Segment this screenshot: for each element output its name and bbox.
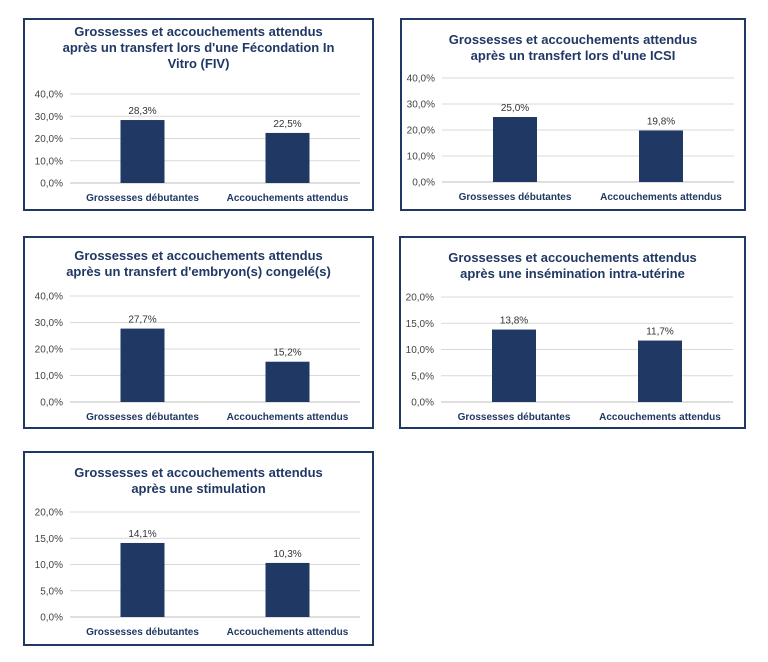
title-line: après un transfert lors d'une ICSI	[470, 48, 676, 63]
title-line: après un transfert d'embryon(s) congelé(…	[66, 264, 331, 279]
x-category-label: Accouchements attendus	[227, 193, 349, 204]
title-line: Grossesses et accouchements attendus	[448, 250, 697, 265]
y-tick-label: 10,0%	[35, 371, 63, 382]
y-tick-label: 30,0%	[407, 100, 435, 111]
data-label: 11,7%	[646, 327, 674, 338]
chart-title: Grossesses et accouchements attendus apr…	[401, 250, 744, 282]
x-category-label: Accouchements attendus	[599, 412, 721, 423]
chart-stimulation: Grossesses et accouchements attendus apr…	[23, 451, 374, 646]
title-line: après une insémination intra-utérine	[460, 266, 685, 281]
x-category-label: Grossesses débutantes	[86, 412, 199, 423]
y-tick-label: 20,0%	[407, 126, 435, 137]
title-line: Vitro (FIV)	[167, 56, 230, 71]
y-tick-label: 20,0%	[35, 134, 63, 145]
title-line: Grossesses et accouchements attendus	[74, 465, 323, 480]
bar	[493, 117, 537, 182]
chart-title: Grossesses et accouchements attendus apr…	[25, 465, 372, 497]
plot-area: 0,0% 5,0% 10,0% 15,0% 20,0% 13,8% Grossesses d…	[406, 293, 733, 423]
chart-title: Grossesses et accouchements attendus apr…	[25, 24, 372, 72]
title-line: Grossesses et accouchements attendus	[74, 248, 323, 263]
x-category-label: Grossesses débutantes	[86, 193, 199, 204]
y-tick-label: 40,0%	[35, 90, 63, 101]
plot-area: 0,0% 10,0% 20,0% 30,0% 40,0% 27,7% Grossesses …	[35, 292, 360, 423]
y-tick-label: 20,0%	[406, 293, 434, 304]
bar	[265, 562, 310, 617]
data-label: 28,3%	[128, 106, 156, 117]
y-tick-label: 40,0%	[407, 74, 435, 85]
chart-embryons-congeles: Grossesses et accouchements attendus apr…	[23, 236, 374, 429]
bar	[492, 329, 536, 402]
chart-fiv: Grossesses et accouchements attendus apr…	[23, 18, 374, 211]
x-category-label: Grossesses débutantes	[86, 627, 199, 638]
bar	[265, 361, 310, 402]
data-label: 25,0%	[501, 103, 529, 114]
x-category-label: Grossesses débutantes	[459, 192, 572, 203]
title-line: Grossesses et accouchements attendus	[448, 32, 698, 47]
plot-area: 0,0% 5,0% 10,0% 15,0% 20,0% 14,1% Grossesses d…	[35, 508, 360, 638]
y-tick-label: 20,0%	[35, 345, 63, 356]
y-tick-label: 5,0%	[40, 586, 63, 597]
bar	[639, 130, 683, 182]
bar	[120, 328, 165, 402]
y-tick-label: 10,0%	[35, 156, 63, 167]
data-label: 27,7%	[128, 315, 156, 326]
bar	[265, 132, 310, 183]
chart-icsi: Grossesses et accouchements attendus apr…	[400, 18, 746, 211]
x-category-label: Grossesses débutantes	[458, 412, 571, 423]
y-tick-label: 30,0%	[35, 318, 63, 329]
y-tick-label: 0,0%	[40, 398, 63, 409]
data-label: 15,2%	[273, 348, 301, 359]
y-tick-label: 40,0%	[35, 292, 63, 303]
data-label: 14,1%	[128, 529, 156, 540]
data-label: 22,5%	[273, 119, 301, 130]
plot-area: 0,0% 10,0% 20,0% 30,0% 40,0% 28,3% Grossesses …	[35, 90, 360, 204]
y-tick-label: 0,0%	[40, 613, 63, 624]
bar	[638, 340, 682, 402]
y-tick-label: 15,0%	[35, 534, 63, 545]
y-tick-label: 15,0%	[406, 319, 434, 330]
chart-title: Grossesses et accouchements attendus apr…	[25, 248, 372, 280]
title-line: Grossesses et accouchements attendus	[74, 24, 323, 39]
data-label: 19,8%	[647, 117, 675, 128]
x-category-label: Accouchements attendus	[600, 192, 722, 203]
title-line: après un transfert lors d'une Fécondatio…	[62, 40, 335, 55]
y-tick-label: 30,0%	[35, 112, 63, 123]
y-tick-label: 10,0%	[35, 560, 63, 571]
y-tick-label: 10,0%	[406, 345, 434, 356]
x-category-label: Accouchements attendus	[227, 627, 349, 638]
chart-insemination: Grossesses et accouchements attendus apr…	[399, 236, 746, 429]
chart-title: Grossesses et accouchements attendus apr…	[402, 32, 744, 64]
y-tick-label: 0,0%	[40, 179, 63, 190]
y-tick-label: 5,0%	[411, 371, 434, 382]
plot-area: 0,0% 10,0% 20,0% 30,0% 40,0% 25,0% Grossesses …	[407, 74, 734, 203]
x-category-label: Accouchements attendus	[227, 412, 349, 423]
title-line: après une stimulation	[131, 481, 266, 496]
bar	[120, 120, 165, 183]
y-tick-label: 0,0%	[412, 178, 435, 189]
y-tick-label: 20,0%	[35, 508, 63, 519]
data-label: 13,8%	[500, 316, 528, 327]
bar	[120, 542, 165, 617]
y-tick-label: 10,0%	[407, 152, 435, 163]
data-label: 10,3%	[273, 549, 301, 560]
y-tick-label: 0,0%	[411, 398, 434, 409]
